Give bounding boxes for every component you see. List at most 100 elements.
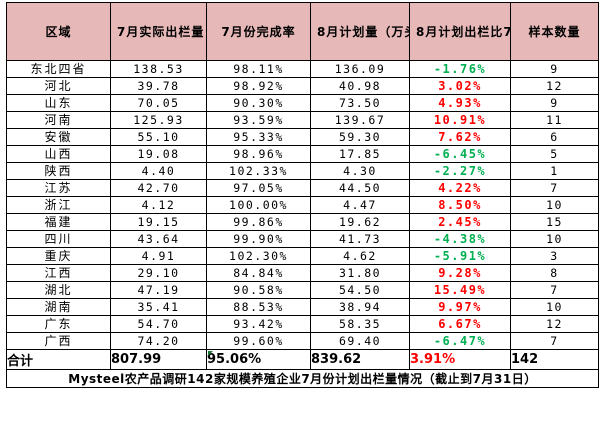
samples-cell[interactable]: 7 [510,332,599,350]
july-actual-cell[interactable]: 55.10 [110,128,207,146]
july-actual-cell[interactable]: 29.10 [110,264,207,282]
july-actual-cell[interactable]: 4.40 [110,162,207,180]
mom-change-cell[interactable]: 8.50% [409,196,511,214]
mom-change-cell[interactable]: -4.38% [409,230,511,248]
aug-plan-cell[interactable]: 69.40 [310,332,410,350]
total-samples-cell[interactable]: 142 [510,349,599,370]
aug-plan-cell[interactable]: 44.50 [310,179,410,197]
mom-change-cell[interactable]: 7.62% [409,128,511,146]
samples-cell[interactable]: 10 [510,196,599,214]
mom-change-cell[interactable]: -2.27% [409,162,511,180]
region-cell[interactable]: 河南 [6,111,111,129]
aug-plan-cell[interactable]: 4.47 [310,196,410,214]
aug-plan-cell[interactable]: 139.67 [310,111,410,129]
total-july-actual-cell[interactable]: 807.99 [110,349,207,370]
july-actual-cell[interactable]: 42.70 [110,179,207,197]
region-cell[interactable]: 江苏 [6,179,111,197]
aug-plan-cell[interactable]: 73.50 [310,94,410,112]
july-actual-cell[interactable]: 47.19 [110,281,207,299]
region-cell[interactable]: 福建 [6,213,111,231]
july-actual-cell[interactable]: 74.20 [110,332,207,350]
july-actual-cell[interactable]: 125.93 [110,111,207,129]
july-actual-cell[interactable]: 39.78 [110,77,207,95]
region-cell[interactable]: 湖北 [6,281,111,299]
region-cell[interactable]: 河北 [6,77,111,95]
region-cell[interactable]: 四川 [6,230,111,248]
july-actual-cell[interactable]: 19.08 [110,145,207,163]
aug-plan-cell[interactable]: 19.62 [310,213,410,231]
table-caption[interactable]: Mysteel农产品调研142家规模养殖企业7月份计划出栏量情况（截止到7月31… [6,369,599,388]
mom-change-cell[interactable]: -1.76% [409,60,511,78]
samples-cell[interactable]: 12 [510,315,599,333]
samples-cell[interactable]: 12 [510,77,599,95]
region-cell[interactable]: 浙江 [6,196,111,214]
mom-change-cell[interactable]: 6.67% [409,315,511,333]
samples-cell[interactable]: 10 [510,230,599,248]
header-cell-mom-change[interactable]: 8月计划出栏比7月实际出栏（环比） [409,2,511,61]
samples-cell[interactable]: 1 [510,162,599,180]
july-actual-cell[interactable]: 54.70 [110,315,207,333]
completion-rate-cell[interactable]: 99.90% [206,230,311,248]
samples-cell[interactable]: 15 [510,213,599,231]
mom-change-cell[interactable]: -6.47% [409,332,511,350]
mom-change-cell[interactable]: 15.49% [409,281,511,299]
samples-cell[interactable]: 6 [510,128,599,146]
completion-rate-cell[interactable]: 99.60% [206,332,311,350]
region-cell[interactable]: 陕西 [6,162,111,180]
samples-cell[interactable]: 9 [510,94,599,112]
mom-change-cell[interactable]: 4.93% [409,94,511,112]
header-cell-july-actual[interactable]: 7月实际出栏量（万头） [110,2,207,61]
aug-plan-cell[interactable]: 31.80 [310,264,410,282]
mom-change-cell[interactable]: -6.45% [409,145,511,163]
completion-rate-cell[interactable]: 102.30% [206,247,311,265]
aug-plan-cell[interactable]: 59.30 [310,128,410,146]
completion-rate-cell[interactable]: 98.11% [206,60,311,78]
july-actual-cell[interactable]: 43.64 [110,230,207,248]
aug-plan-cell[interactable]: 54.50 [310,281,410,299]
samples-cell[interactable]: 3 [510,247,599,265]
aug-plan-cell[interactable]: 4.30 [310,162,410,180]
region-cell[interactable]: 广西 [6,332,111,350]
region-cell[interactable]: 东北四省 [6,60,111,78]
aug-plan-cell[interactable]: 41.73 [310,230,410,248]
total-mom-change-cell[interactable]: 3.91% [409,349,511,370]
mom-change-cell[interactable]: 9.28% [409,264,511,282]
july-actual-cell[interactable]: 19.15 [110,213,207,231]
samples-cell[interactable]: 11 [510,111,599,129]
aug-plan-cell[interactable]: 58.35 [310,315,410,333]
mom-change-cell[interactable]: 2.45% [409,213,511,231]
completion-rate-cell[interactable]: 90.58% [206,281,311,299]
completion-rate-cell[interactable]: 90.30% [206,94,311,112]
header-cell-completion-rate[interactable]: 7月份完成率 [206,2,311,61]
region-cell[interactable]: 安徽 [6,128,111,146]
completion-rate-cell[interactable]: 97.05% [206,179,311,197]
completion-rate-cell[interactable]: 99.86% [206,213,311,231]
region-cell[interactable]: 重庆 [6,247,111,265]
aug-plan-cell[interactable]: 40.98 [310,77,410,95]
completion-rate-cell[interactable]: 100.00% [206,196,311,214]
samples-cell[interactable]: 8 [510,264,599,282]
completion-rate-cell[interactable]: 95.33% [206,128,311,146]
aug-plan-cell[interactable]: 17.85 [310,145,410,163]
total-aug-plan-cell[interactable]: 839.62 [310,349,410,370]
total-label-cell[interactable]: 合计 [6,349,111,370]
completion-rate-cell[interactable]: 102.33% [206,162,311,180]
aug-plan-cell[interactable]: 4.62 [310,247,410,265]
region-cell[interactable]: 山东 [6,94,111,112]
header-cell-aug-plan[interactable]: 8月计划量（万头） [310,2,410,61]
july-actual-cell[interactable]: 35.41 [110,298,207,316]
july-actual-cell[interactable]: 70.05 [110,94,207,112]
header-cell-samples[interactable]: 样本数量 [510,2,599,61]
july-actual-cell[interactable]: 138.53 [110,60,207,78]
samples-cell[interactable]: 7 [510,281,599,299]
region-cell[interactable]: 广东 [6,315,111,333]
completion-rate-cell[interactable]: 98.92% [206,77,311,95]
mom-change-cell[interactable]: 9.97% [409,298,511,316]
mom-change-cell[interactable]: -5.91% [409,247,511,265]
total-completion-rate-cell[interactable]: 95.06% [206,349,311,370]
mom-change-cell[interactable]: 10.91% [409,111,511,129]
samples-cell[interactable]: 10 [510,298,599,316]
completion-rate-cell[interactable]: 93.42% [206,315,311,333]
aug-plan-cell[interactable]: 38.94 [310,298,410,316]
completion-rate-cell[interactable]: 88.53% [206,298,311,316]
